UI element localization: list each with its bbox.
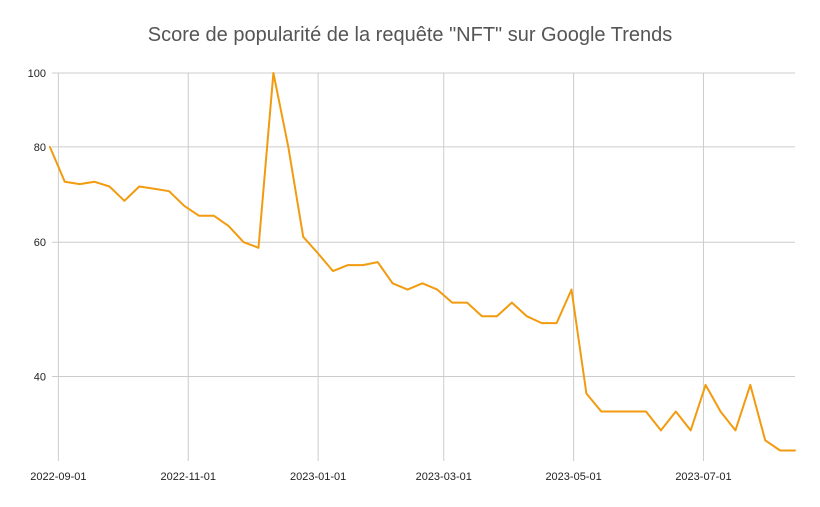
y-tick-label: 80	[34, 142, 46, 154]
x-tick-label: 2022-11-01	[161, 471, 216, 483]
x-tick-label: 2023-01-01	[290, 471, 346, 483]
x-tick-label: 2023-05-01	[545, 471, 601, 483]
x-tick-label: 2022-09-01	[30, 471, 86, 483]
chart-title: Score de popularité de la requête "NFT" …	[147, 24, 673, 46]
series-group	[48, 72, 796, 452]
x-axis-ticks: 2022-09-01 2022-11-01 2023-01-01 2023-03-01…	[30, 471, 731, 483]
y-tick-label: 100	[28, 68, 46, 80]
x-tick-label: 2023-03-01	[416, 471, 472, 483]
y-tick-label: 60	[34, 237, 46, 249]
series-line	[48, 72, 796, 452]
grid-lines	[52, 72, 795, 461]
x-tick-label: 2023-07-01	[675, 471, 731, 483]
y-axis-ticks: 40 60 80 100	[28, 68, 46, 384]
y-tick-label: 40	[34, 372, 46, 384]
